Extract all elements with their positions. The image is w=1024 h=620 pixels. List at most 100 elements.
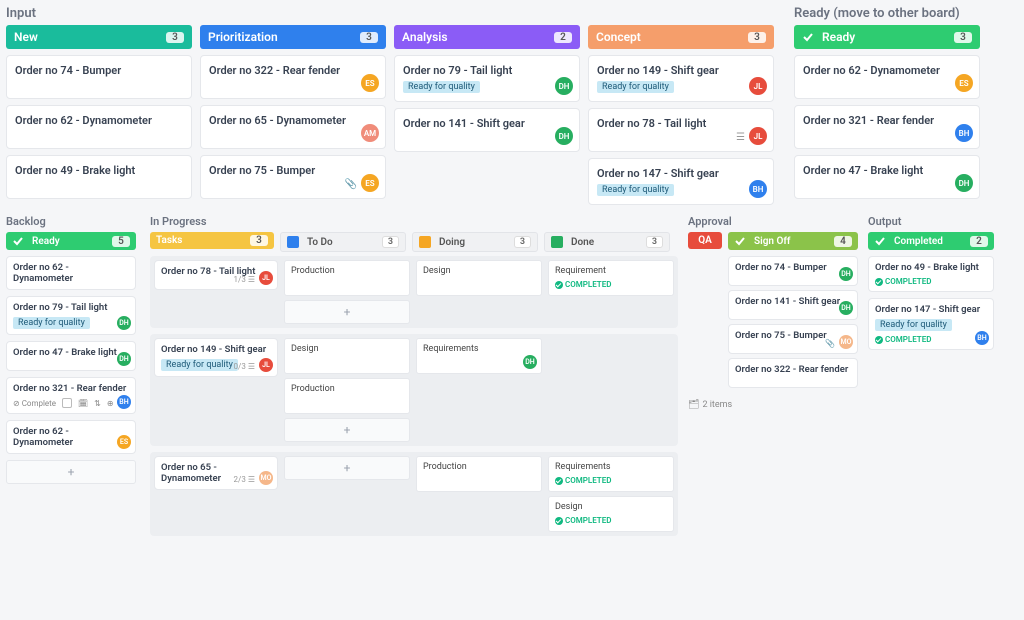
card[interactable]: Order no 62 - Dynamometer ES: [6, 420, 136, 454]
card-title: Order no 75 - Bumper: [209, 164, 377, 177]
column-header-qa[interactable]: QA: [688, 232, 722, 249]
column-anal: Analysis 2 Order no 79 - Tail light Read…: [394, 25, 580, 205]
column-header-anal[interactable]: Analysis 2: [394, 25, 580, 49]
column-header-conc[interactable]: Concept 3: [588, 25, 774, 49]
kanban-board: Input New 3 Order no 74 - Bumper Order n…: [6, 6, 1018, 542]
card[interactable]: Order no 75 - Bumper 📎 MO: [728, 324, 858, 354]
card[interactable]: Order no 149 - Shift gear Ready for qual…: [154, 338, 278, 377]
card[interactable]: Order no 322 - Rear fender: [728, 358, 858, 388]
task[interactable]: Design COMPLETED: [548, 496, 674, 532]
progress-meta: 0/3 ☰: [234, 362, 255, 371]
completed-badge: COMPLETED: [875, 277, 987, 286]
card[interactable]: Order no 78 - Tail light 1/3 ☰ JL: [154, 260, 278, 290]
column-count: 2: [554, 32, 572, 43]
column-count: 3: [514, 236, 531, 248]
card[interactable]: Order no 47 - Brake light DH: [794, 155, 980, 199]
toolbar-icon[interactable]: ⇅: [94, 399, 101, 408]
task-title: Requirements: [555, 462, 667, 472]
card[interactable]: Order no 62 - Dynamometer: [6, 256, 136, 290]
column-header-doing[interactable]: Doing 3: [412, 232, 538, 252]
column-count: 3: [748, 32, 766, 43]
card[interactable]: Order no 49 - Brake light: [6, 155, 192, 199]
section-output: Output Completed 2 Order no 49 - Brake l…: [868, 215, 998, 350]
add-task-button[interactable]: +: [284, 456, 410, 480]
column-header-signoff[interactable]: Sign Off 4: [728, 232, 858, 250]
card[interactable]: Order no 322 - Rear fender ES: [200, 55, 386, 99]
group-input: Input New 3 Order no 74 - Bumper Order n…: [6, 6, 774, 205]
card-title: Order no 74 - Bumper: [15, 64, 183, 77]
card[interactable]: Order no 147 - Shift gear Ready for qual…: [588, 158, 774, 205]
task[interactable]: Requirements DH: [416, 338, 542, 374]
completed-badge: COMPLETED: [555, 476, 667, 485]
avatar: DH: [955, 174, 973, 192]
card[interactable]: Order no 79 - Tail light Ready for quali…: [394, 55, 580, 102]
card-title: Order no 74 - Bumper: [735, 262, 851, 273]
card-toolbar[interactable]: ⊘ Complete 🗓 ⇅ ⊕: [13, 398, 129, 408]
task-title: Design: [423, 266, 535, 276]
attachment-icon: 📎: [825, 339, 835, 348]
card[interactable]: Order no 321 - Rear fender BH: [794, 105, 980, 149]
section-title: In Progress: [150, 215, 678, 228]
column-header-done[interactable]: Done 3: [544, 232, 670, 252]
row-bottom: Backlog Ready 5 Order no 62 - Dynamomete…: [6, 215, 1018, 542]
toolbar-icon[interactable]: 🗓: [78, 399, 88, 408]
card[interactable]: Order no 62 - Dynamometer: [6, 105, 192, 149]
card[interactable]: Order no 141 - Shift gear DH: [728, 290, 858, 320]
column-new: New 3 Order no 74 - Bumper Order no 62 -…: [6, 25, 192, 205]
column-label: Concept: [596, 30, 641, 44]
card-title: Order no 65 - Dynamometer: [209, 114, 377, 127]
avatar: JL: [259, 358, 273, 372]
complete-label[interactable]: ⊘ Complete: [13, 399, 56, 408]
column-header-ready[interactable]: Ready 3: [794, 25, 980, 49]
card-title: Order no 149 - Shift gear: [597, 64, 765, 77]
card[interactable]: Order no 74 - Bumper: [6, 55, 192, 99]
column-header-prio[interactable]: Prioritization 3: [200, 25, 386, 49]
card[interactable]: Order no 79 - Tail light Ready for quali…: [6, 296, 136, 335]
avatar: AM: [361, 124, 379, 142]
column-header-todo[interactable]: To Do 3: [280, 232, 406, 252]
add-task-button[interactable]: +: [284, 418, 410, 442]
card[interactable]: Order no 47 - Brake light DH: [6, 341, 136, 371]
avatar: MO: [259, 471, 273, 485]
group-title: Input: [6, 6, 774, 21]
card[interactable]: Order no 147 - Shift gear Ready for qual…: [868, 298, 994, 350]
card[interactable]: Order no 75 - Bumper 📎 ES: [200, 155, 386, 199]
column-label: QA: [698, 235, 712, 246]
card[interactable]: Order no 65 - Dynamometer AM: [200, 105, 386, 149]
check-icon: [875, 336, 883, 344]
task[interactable]: Production: [416, 456, 542, 492]
card-title: Order no 62 - Dynamometer: [803, 64, 971, 77]
task[interactable]: Design: [416, 260, 542, 296]
section-title: Output: [868, 215, 998, 228]
col-icon: [419, 236, 431, 248]
card[interactable]: Order no 49 - Brake light COMPLETED: [868, 256, 994, 292]
card[interactable]: Order no 78 - Tail light ☰ JL: [588, 108, 774, 152]
column-backlog: Ready 5 Order no 62 - Dynamometer Order …: [6, 232, 136, 484]
task-title: Production: [291, 266, 403, 276]
task[interactable]: Requirement COMPLETED: [548, 260, 674, 296]
card[interactable]: Order no 65 - Dynamometer 2/3 ☰ MO: [154, 456, 278, 490]
task[interactable]: Production: [284, 378, 410, 414]
avatar: DH: [555, 77, 573, 95]
card[interactable]: Order no 141 - Shift gear DH: [394, 108, 580, 152]
add-card-button[interactable]: +: [6, 460, 136, 484]
task[interactable]: Requirements COMPLETED: [548, 456, 674, 492]
column-label: Analysis: [402, 30, 448, 44]
card[interactable]: Order no 149 - Shift gear Ready for qual…: [588, 55, 774, 102]
attachment-icon: 📎: [345, 179, 357, 190]
card[interactable]: Order no 74 - Bumper DH: [728, 256, 858, 286]
card-title: Order no 62 - Dynamometer: [13, 262, 129, 284]
toolbar-icon[interactable]: [62, 398, 72, 408]
column-header-completed[interactable]: Completed 2: [868, 232, 994, 250]
card-title: Order no 322 - Rear fender: [735, 364, 851, 375]
task[interactable]: Production: [284, 260, 410, 296]
card[interactable]: Order no 62 - Dynamometer ES: [794, 55, 980, 99]
toolbar-icon[interactable]: ⊕: [107, 399, 114, 408]
add-task-button[interactable]: +: [284, 300, 410, 324]
column-header-new[interactable]: New 3: [6, 25, 192, 49]
column-header-tasks[interactable]: Tasks 3: [150, 232, 274, 249]
column-count: 2: [970, 236, 988, 247]
task[interactable]: Design: [284, 338, 410, 374]
column-header-backlog_ready[interactable]: Ready 5: [6, 232, 136, 250]
card[interactable]: Order no 321 - Rear fender ⊘ Complete 🗓 …: [6, 377, 136, 414]
